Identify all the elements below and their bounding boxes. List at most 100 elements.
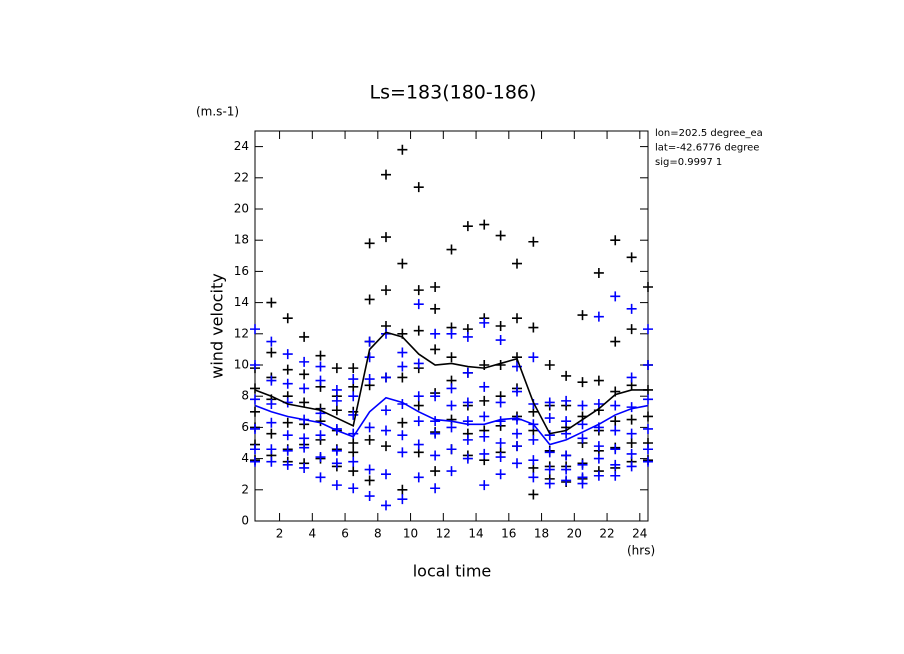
point (397, 417, 408, 428)
point (430, 450, 441, 461)
point (381, 469, 391, 480)
point (348, 374, 359, 385)
point (413, 439, 424, 450)
line (254, 396, 649, 446)
point (299, 433, 310, 444)
point (610, 416, 621, 427)
point (479, 431, 490, 442)
point (331, 405, 342, 416)
point (479, 395, 490, 406)
y-tick-label: 18 (234, 233, 249, 247)
point (430, 328, 441, 339)
point (593, 375, 604, 386)
point (610, 470, 621, 481)
point (462, 397, 473, 408)
point (512, 458, 522, 469)
point (462, 434, 473, 445)
point (643, 360, 653, 370)
point (250, 383, 260, 394)
point (348, 456, 359, 467)
point (413, 325, 424, 336)
point (266, 375, 277, 386)
point (626, 303, 637, 314)
point (626, 324, 637, 335)
x-tick-label: 8 (374, 527, 382, 541)
point (643, 394, 653, 405)
point (348, 447, 359, 458)
point (381, 500, 391, 511)
point (430, 428, 441, 439)
point (430, 391, 441, 402)
point (626, 402, 637, 413)
point (610, 336, 621, 347)
y-tick-label: 4 (241, 451, 249, 465)
point (315, 375, 326, 386)
point (561, 464, 572, 475)
point (282, 430, 293, 441)
point (495, 452, 506, 463)
point (561, 416, 572, 427)
point (512, 441, 522, 452)
point (397, 484, 408, 495)
point (577, 400, 588, 411)
point (331, 363, 342, 374)
point (299, 397, 310, 408)
point (446, 466, 457, 477)
x-axis-label: local time (413, 562, 492, 581)
point (266, 297, 277, 308)
point (397, 430, 408, 441)
point (643, 324, 653, 335)
point (397, 361, 408, 372)
point (544, 360, 555, 370)
point (315, 472, 326, 483)
x-tick-label: 24 (632, 527, 647, 541)
point (561, 370, 572, 381)
point (299, 462, 310, 473)
point (479, 480, 490, 491)
point (250, 394, 260, 405)
point (348, 363, 359, 374)
x-tick-label: 16 (501, 527, 516, 541)
point (577, 310, 588, 321)
point (266, 456, 277, 467)
point (348, 466, 359, 477)
point (528, 352, 539, 363)
point (495, 230, 506, 241)
point (282, 364, 293, 375)
point (430, 416, 441, 427)
point (577, 419, 588, 430)
y-tick-label: 14 (234, 295, 249, 309)
point (430, 483, 441, 494)
point (577, 377, 588, 388)
point (250, 444, 260, 455)
y-tick-label: 2 (241, 482, 249, 496)
point (266, 399, 277, 409)
point (462, 221, 473, 232)
point (397, 347, 408, 358)
point (315, 350, 326, 361)
point (462, 453, 473, 464)
point (250, 324, 260, 335)
point (561, 395, 572, 406)
point (446, 328, 457, 339)
point (266, 428, 277, 439)
point (413, 299, 424, 310)
point (364, 238, 375, 249)
point (381, 169, 391, 180)
point (512, 313, 522, 324)
annotation: lon=202.5 degree_ea (655, 128, 763, 139)
point (544, 447, 555, 458)
point (626, 438, 637, 448)
point (593, 311, 604, 322)
y-tick-label: 22 (234, 170, 249, 184)
point (282, 445, 293, 456)
point (315, 430, 326, 441)
point (495, 397, 506, 408)
point (462, 367, 473, 378)
x-tick-label: 20 (567, 527, 582, 541)
point (577, 459, 588, 470)
point (528, 472, 539, 483)
point (315, 361, 326, 372)
point (544, 397, 555, 408)
point (479, 411, 490, 422)
